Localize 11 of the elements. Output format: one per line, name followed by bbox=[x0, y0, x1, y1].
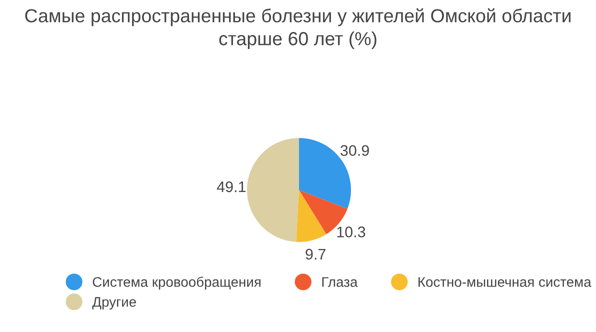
legend-label: Система кровообращения bbox=[92, 276, 260, 290]
chart-title: Самые распространенные болезни у жителей Омской области старше 60 лет (%) bbox=[25, 8, 570, 50]
data-label: 10.3 bbox=[337, 226, 366, 238]
pie-slice bbox=[247, 138, 299, 242]
data-label: 49.1 bbox=[216, 181, 246, 192]
pie-slice bbox=[296, 190, 326, 242]
legend-label: Костно-мышечная система bbox=[418, 277, 592, 287]
legend-label: Глаза bbox=[322, 277, 358, 287]
legend-label: Другие bbox=[92, 297, 136, 310]
data-label: 30.9 bbox=[340, 145, 369, 156]
data-label: 9.7 bbox=[306, 248, 326, 260]
